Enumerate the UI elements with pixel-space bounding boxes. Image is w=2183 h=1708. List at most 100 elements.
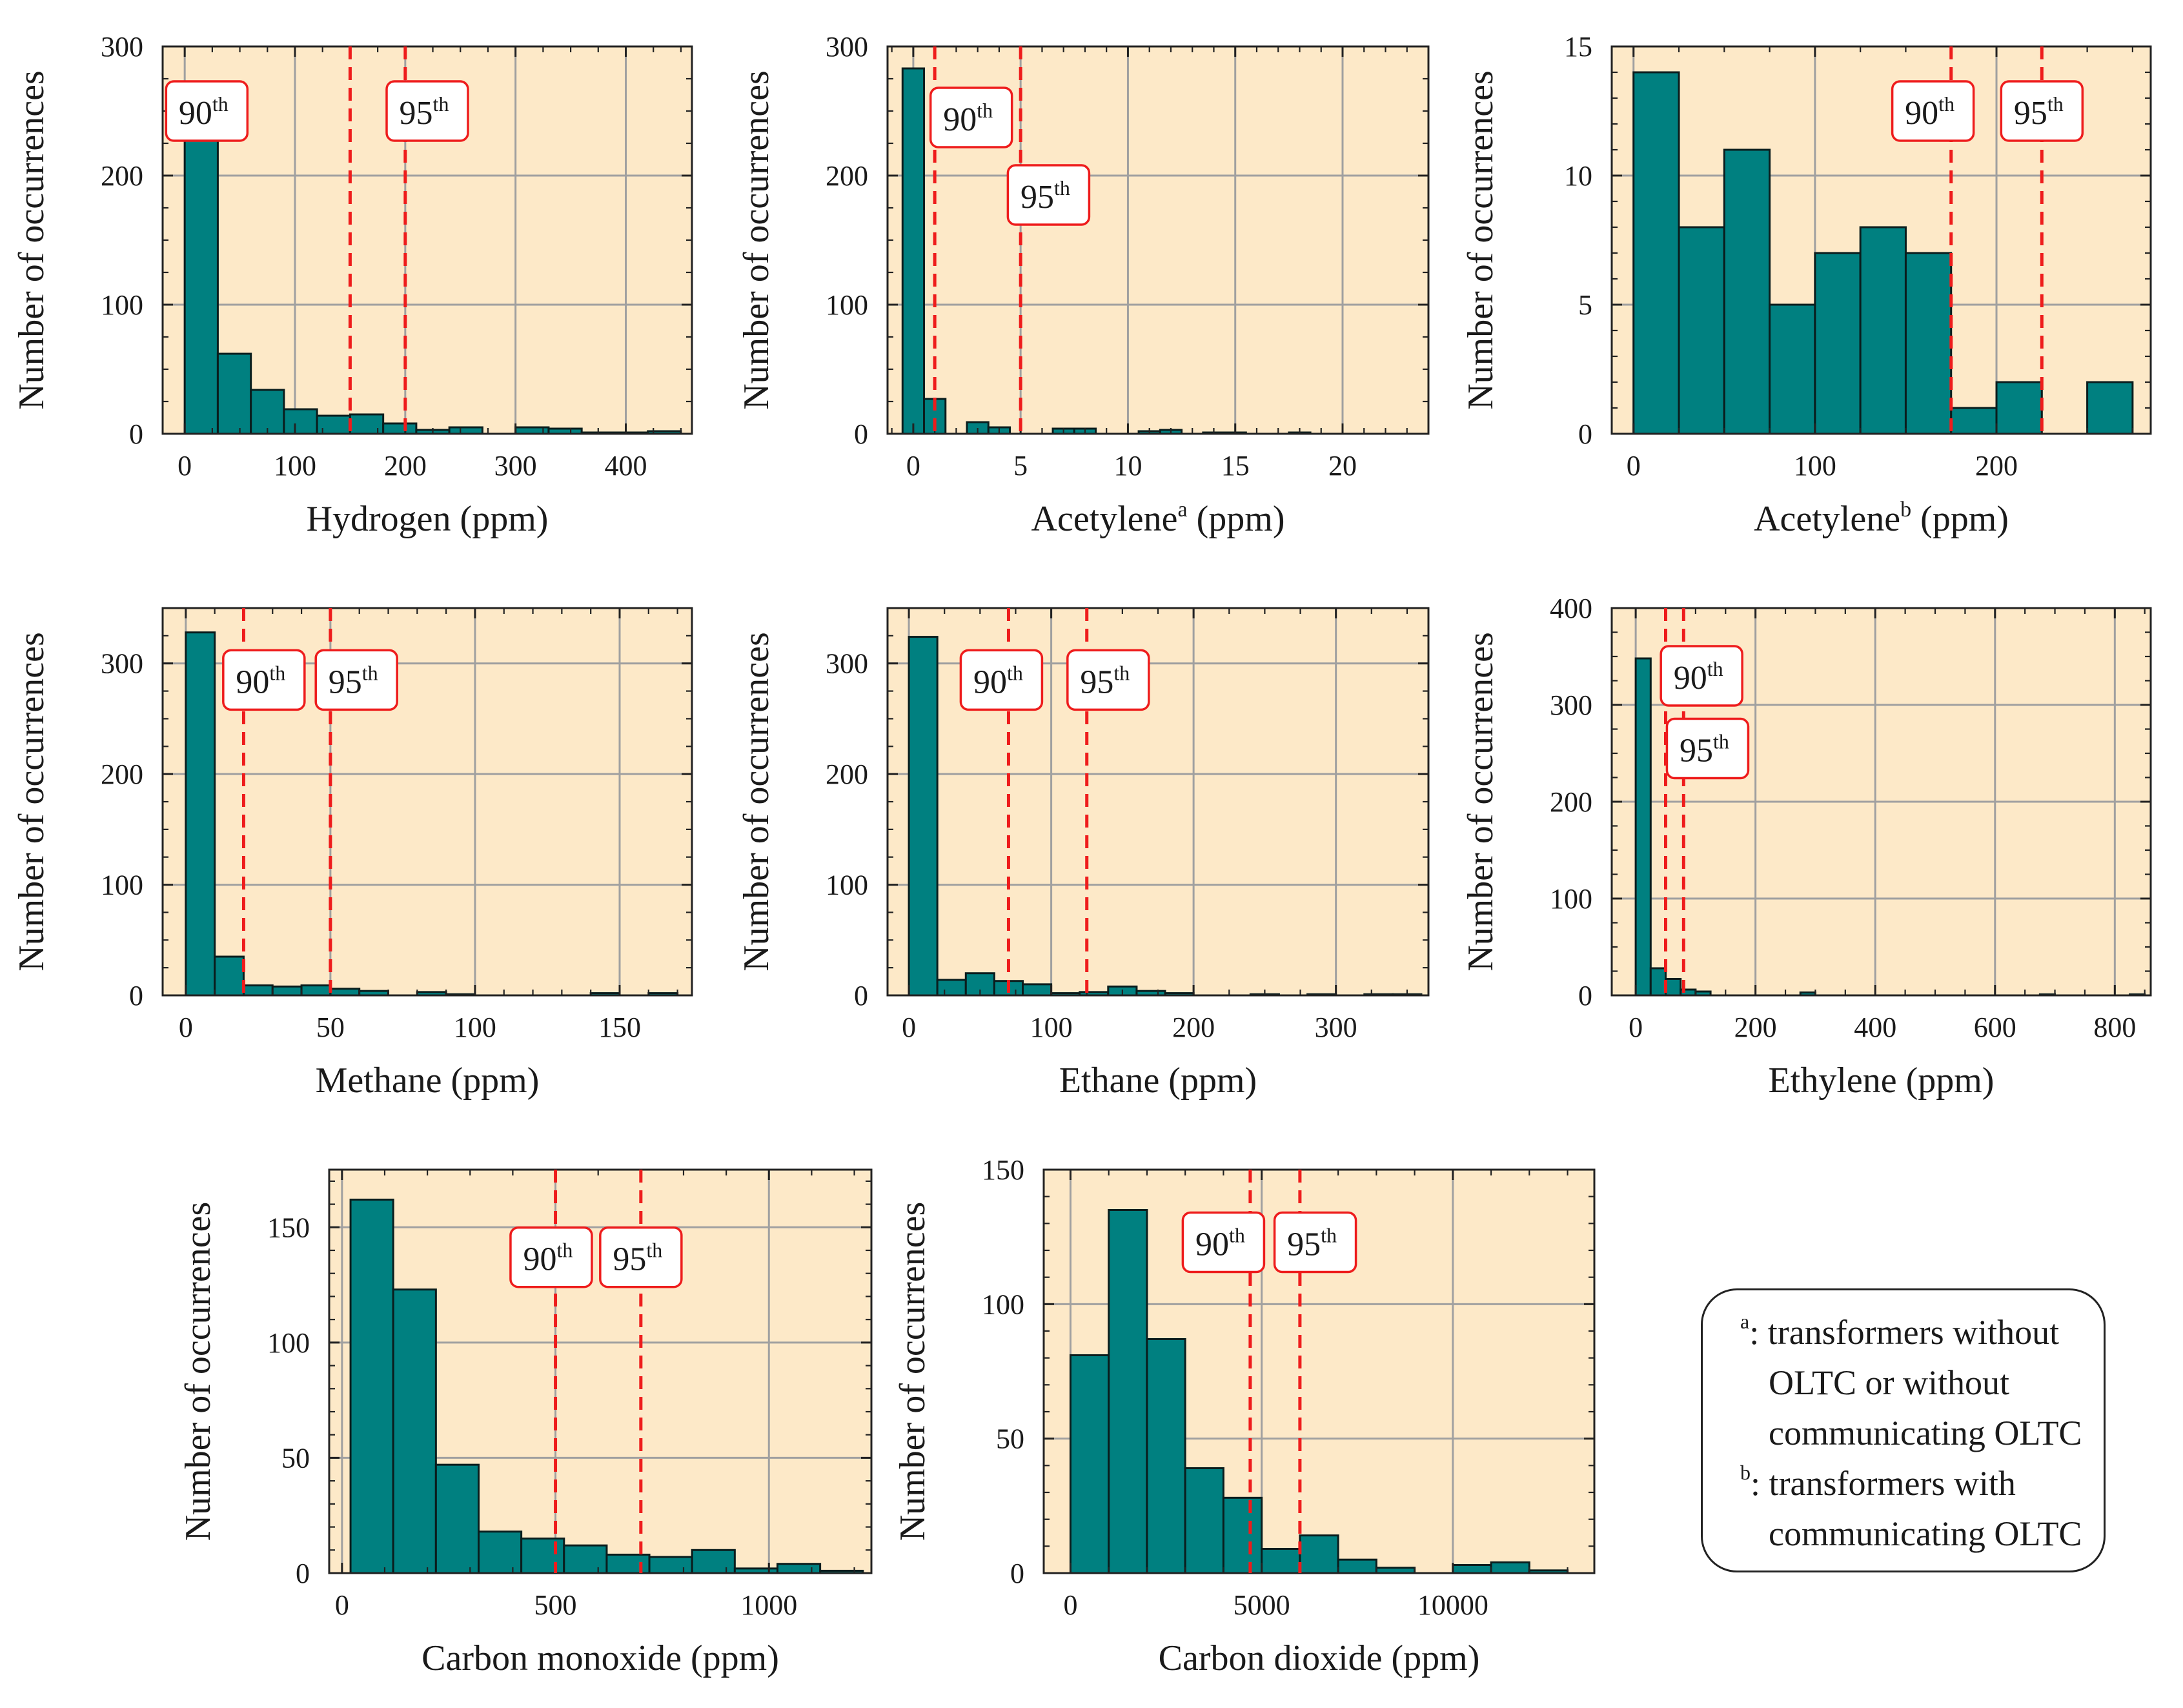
p90-label-box: 90th xyxy=(959,649,1044,711)
bar xyxy=(1222,1496,1263,1574)
p90-label-number: 90 xyxy=(179,95,212,132)
p90-label: 90th xyxy=(973,661,1023,700)
x-tick-label: 100 xyxy=(1794,450,1836,482)
x-axis-label: Methane (ppm) xyxy=(316,1061,540,1101)
bar xyxy=(392,1288,437,1574)
p95-label: 95th xyxy=(1080,661,1130,700)
bar xyxy=(242,984,274,997)
bar xyxy=(271,985,303,997)
y-tick-label: 100 xyxy=(1550,883,1592,915)
x-tick-label: 800 xyxy=(2093,1012,2136,1043)
y-tick-label: 100 xyxy=(267,1327,310,1359)
p95-label-suffix: th xyxy=(362,661,378,684)
bar xyxy=(349,1198,394,1574)
p90-box-frame xyxy=(1660,645,1743,707)
x-tick-label: 0 xyxy=(906,450,920,482)
p90-label-suffix: th xyxy=(269,661,285,684)
x-tick-label: 0 xyxy=(179,1012,193,1043)
p95-label-box: 95th xyxy=(2000,80,2084,142)
x-axis-label-main: Carbon monoxide (ppm) xyxy=(421,1638,779,1678)
x-tick-label: 0 xyxy=(902,1012,916,1043)
axis-frame xyxy=(886,45,1430,435)
y-tick-label: 300 xyxy=(1550,689,1592,721)
p95-label-number: 95 xyxy=(329,664,362,700)
x-axis-label-main: Acetylene xyxy=(1031,499,1178,539)
x-axis-label: Carbon monoxide (ppm) xyxy=(421,1638,779,1678)
p90-label-suffix: th xyxy=(1007,661,1023,684)
bar xyxy=(1108,1209,1148,1574)
p90-label: 90th xyxy=(943,99,993,138)
x-axis-label-main: Hydrogen (ppm) xyxy=(307,499,549,539)
y-tick-label: 200 xyxy=(826,160,868,192)
x-tick-label: 200 xyxy=(1975,450,2018,482)
bar xyxy=(183,128,219,435)
y-axis-label: Number of occurrences xyxy=(893,1202,933,1541)
x-tick-label: 100 xyxy=(454,1012,496,1043)
x-axis-label-main: Acetylene xyxy=(1754,499,1900,539)
y-tick-label: 300 xyxy=(101,31,143,63)
x-tick-label: 300 xyxy=(1315,1012,1357,1043)
bar xyxy=(1184,1467,1224,1574)
x-tick-label: 100 xyxy=(1030,1012,1073,1043)
p95-label-suffix: th xyxy=(646,1239,662,1262)
axis-frame xyxy=(161,45,693,435)
y-tick-label: 15 xyxy=(1564,31,1592,63)
legend-line-a: a: transformers without xyxy=(1740,1307,2104,1357)
p90-box-frame xyxy=(1181,1211,1266,1274)
axis-frame xyxy=(1042,1168,1596,1574)
x-tick-label: 10 xyxy=(1113,450,1142,482)
x-tick-label: 300 xyxy=(494,450,537,482)
bar xyxy=(1069,1354,1110,1574)
chart-methane: 0 50 100 150 0 100 200 300 Methane (ppm) Number o… xyxy=(12,607,693,1101)
p95-label: 95th xyxy=(613,1239,662,1278)
bar xyxy=(1665,978,1682,997)
p90-label: 90th xyxy=(179,92,228,132)
axis-frame xyxy=(886,607,1430,997)
bar xyxy=(1814,252,1862,435)
p95-label-suffix: th xyxy=(1113,661,1130,684)
x-axis-label-unit: (ppm) xyxy=(1911,499,2009,539)
chart-carbon_monoxide: 0 500 1000 0 50 100 150 Carbon monoxide (ppm) Nu… xyxy=(178,1168,873,1678)
bar xyxy=(1452,1564,1492,1574)
bar xyxy=(185,631,216,997)
x-axis-label: Acetylenea (ppm) xyxy=(1031,498,1285,539)
x-tick-label: 10000 xyxy=(1417,1589,1488,1621)
y-tick-label: 400 xyxy=(1550,593,1592,624)
y-tick-label: 0 xyxy=(854,980,868,1012)
p90-label-suffix: th xyxy=(212,92,228,116)
p90-box-frame xyxy=(929,86,1013,148)
x-axis-label-unit: (ppm) xyxy=(1188,499,1285,539)
chart-carbon_dioxide: 0 5000 10000 0 50 100 150 Carbon dioxide (ppm) N… xyxy=(893,1154,1596,1678)
y-axis-label: Number of occurrences xyxy=(12,70,52,410)
y-tick-label: 100 xyxy=(826,869,868,901)
legend-sup-b: b xyxy=(1740,1461,1751,1484)
y-tick-label: 200 xyxy=(826,758,868,790)
p95-label: 95th xyxy=(1680,730,1729,769)
axis-frame xyxy=(161,607,693,997)
p90-label-number: 90 xyxy=(236,664,269,700)
y-tick-label: 200 xyxy=(101,160,143,192)
bar xyxy=(1723,148,1771,435)
x-axis-label: Carbon dioxide (ppm) xyxy=(1159,1638,1480,1678)
bar xyxy=(1649,967,1667,997)
x-tick-label: 20 xyxy=(1328,450,1357,482)
p90-box-frame xyxy=(959,649,1044,711)
y-tick-label: 50 xyxy=(281,1442,310,1474)
p95-label: 95th xyxy=(2014,92,2064,132)
x-axis-label-sup: b xyxy=(1900,498,1911,522)
p90-label-number: 90 xyxy=(1905,95,1938,132)
p95-label: 95th xyxy=(1020,176,1070,216)
y-tick-label: 0 xyxy=(129,418,143,450)
p95-label-suffix: th xyxy=(1321,1224,1337,1247)
x-tick-label: 0 xyxy=(1627,450,1641,482)
x-axis-label-sup: a xyxy=(1178,498,1188,522)
legend-text-b: : transformers with xyxy=(1751,1464,2016,1503)
chart-hydrogen: 0 100 200 300 400 0 100 200 300 Hydrogen (ppm) Num… xyxy=(12,31,693,539)
p90-label-suffix: th xyxy=(1707,657,1723,680)
p90-label-box: 90th xyxy=(1181,1211,1266,1274)
x-tick-label: 15 xyxy=(1221,450,1250,482)
bar xyxy=(901,67,926,435)
bar xyxy=(1950,407,1998,435)
p95-label-box: 95th xyxy=(1066,649,1150,711)
y-axis-label: Number of occurrences xyxy=(736,632,777,971)
